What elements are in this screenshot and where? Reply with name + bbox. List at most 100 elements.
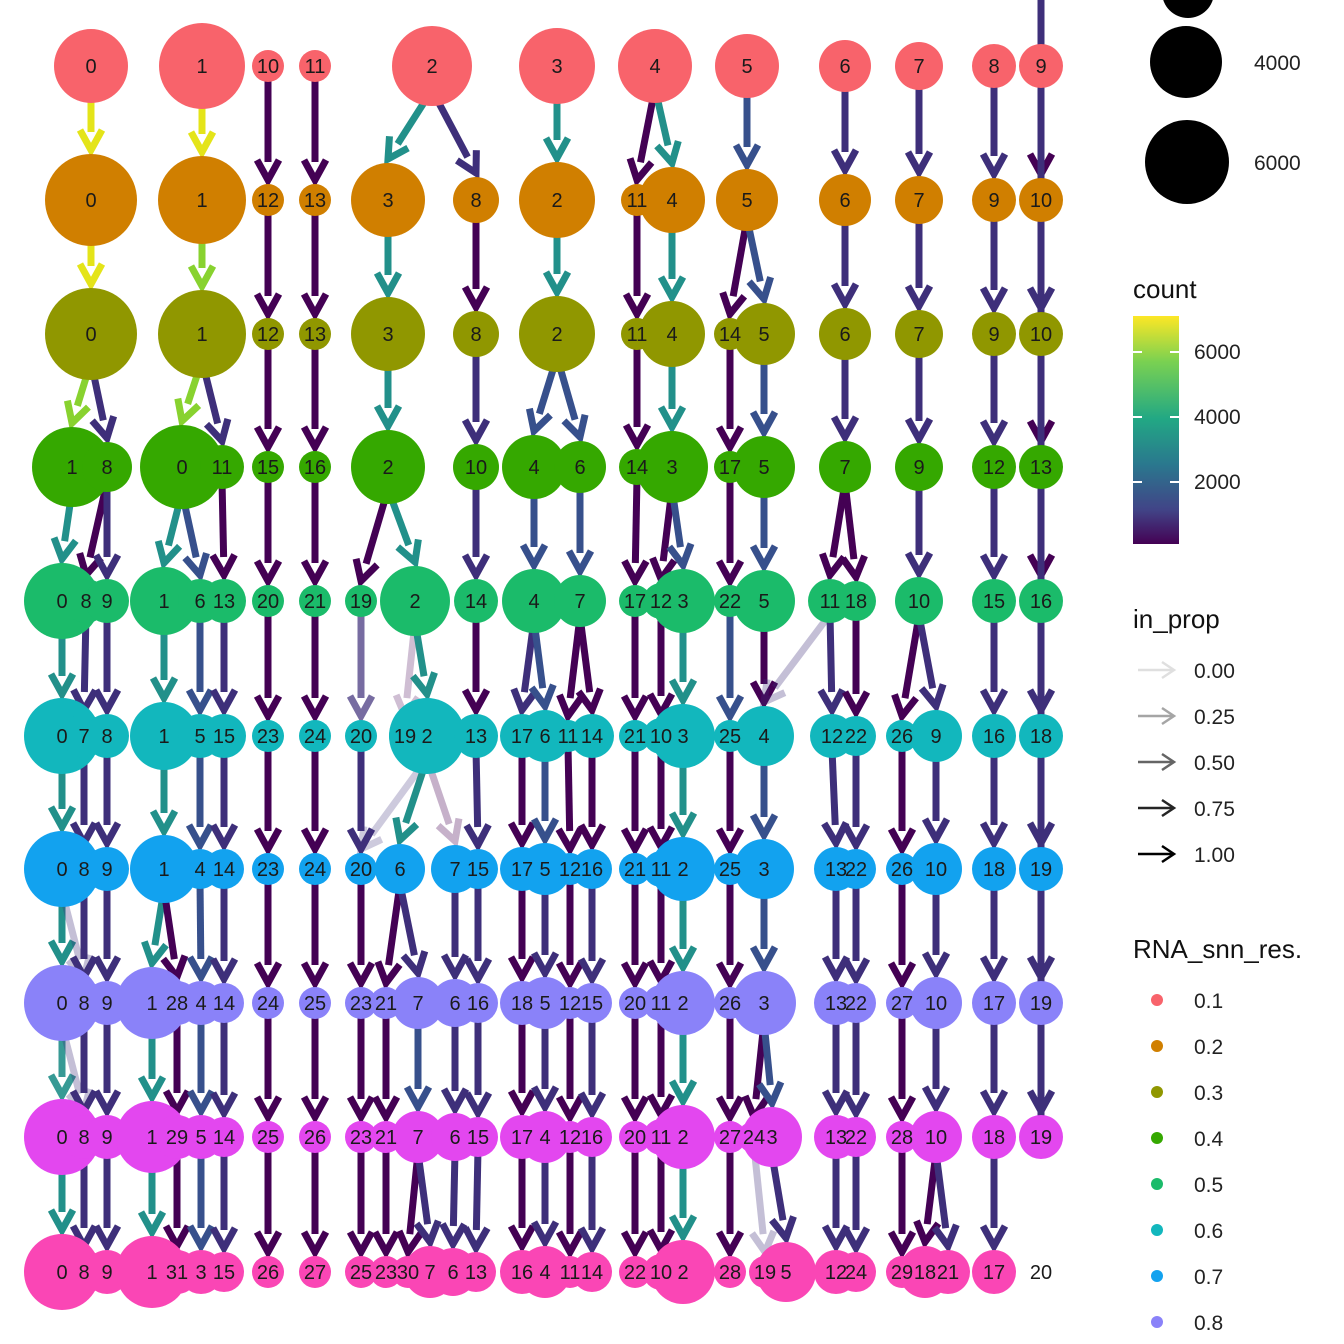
cluster-label: 18 bbox=[914, 1262, 936, 1284]
cluster-label: 15 bbox=[467, 859, 489, 881]
cluster-node bbox=[742, 1107, 802, 1167]
node-layer: 0 1 10 11 2 3 4 5 6 7 8 90 1 12 13 3 8 2 11 4 5 6 7 9 100 1 12 13 3 8… bbox=[24, 23, 1063, 1310]
cluster-node bbox=[351, 297, 425, 371]
edge-4-7-head bbox=[300, 694, 330, 724]
edge-6-17-head bbox=[555, 961, 585, 991]
edge-4-21 bbox=[759, 612, 833, 708]
cluster-node bbox=[299, 50, 331, 82]
edge-8-7-head bbox=[253, 1230, 283, 1260]
cluster-label: 6 bbox=[449, 1127, 460, 1149]
edge-7-7-head bbox=[209, 1091, 239, 1121]
edge-7-17-head bbox=[555, 1095, 585, 1125]
cluster-label: 16 bbox=[1030, 591, 1052, 613]
cluster-node bbox=[519, 28, 595, 104]
in-prop-key-1.00 bbox=[1138, 844, 1177, 864]
edge-2-10-head bbox=[622, 423, 652, 453]
edge-5-17 bbox=[620, 745, 650, 857]
edge-5-24 bbox=[887, 745, 917, 857]
cluster-node bbox=[554, 575, 606, 627]
res-key-dot-0.2 bbox=[1151, 1040, 1163, 1052]
cluster-label: 21 bbox=[375, 993, 397, 1015]
cluster-node bbox=[972, 178, 1016, 222]
cluster-node bbox=[130, 567, 198, 635]
edge-6-24 bbox=[821, 882, 851, 985]
edge-7-8 bbox=[253, 1012, 283, 1125]
edge-2-5-head bbox=[300, 425, 330, 455]
edge-1-6-head bbox=[542, 270, 572, 300]
cluster-node bbox=[519, 1246, 571, 1298]
cluster-node bbox=[1019, 178, 1063, 222]
edge-3-5-head bbox=[209, 553, 238, 583]
edge-5-25 bbox=[921, 751, 951, 847]
edge-8-5 bbox=[186, 1150, 216, 1254]
edge-3-19 bbox=[839, 482, 868, 585]
edge-7-13 bbox=[440, 1017, 470, 1117]
edge-7-7 bbox=[209, 1015, 239, 1121]
edge-0-12 bbox=[979, 79, 1009, 182]
cluster-node bbox=[714, 1121, 746, 1153]
cluster-label: 18 bbox=[1030, 726, 1052, 748]
edge-6-22-head bbox=[715, 961, 745, 991]
cluster-label: 8 bbox=[470, 190, 481, 212]
edge-4-6-head bbox=[253, 694, 283, 724]
edge-1-9 bbox=[719, 217, 751, 322]
edge-8-9-head bbox=[346, 1230, 376, 1260]
edge-5-9-head bbox=[356, 825, 384, 855]
edge-6-14 bbox=[463, 881, 493, 987]
edge-8-15-head bbox=[507, 1224, 537, 1254]
cluster-label: 5 bbox=[758, 457, 769, 479]
cluster-node bbox=[636, 431, 708, 503]
cluster-label: 5 bbox=[741, 56, 752, 78]
edge-2-12 bbox=[715, 343, 745, 455]
cluster-node bbox=[158, 290, 246, 378]
edge-6-14-head bbox=[463, 957, 493, 987]
cluster-label: 22 bbox=[845, 1127, 867, 1149]
cluster-label: 4 bbox=[666, 190, 677, 212]
edge-8-5-head bbox=[186, 1224, 216, 1254]
edge-5-3-head bbox=[149, 809, 179, 839]
cluster-label: 10 bbox=[257, 56, 279, 78]
cluster-label: 20 bbox=[350, 859, 372, 881]
cluster-node bbox=[453, 444, 499, 490]
edge-6-13 bbox=[440, 883, 470, 983]
cluster-label: 25 bbox=[257, 1127, 279, 1149]
edge-0-9-head bbox=[732, 143, 762, 173]
edge-7-13-head bbox=[440, 1087, 470, 1117]
cluster-node bbox=[734, 839, 794, 899]
edge-8-22 bbox=[715, 1146, 745, 1260]
edge-1-11 bbox=[830, 215, 860, 312]
cluster-node bbox=[130, 835, 198, 903]
edge-8-13 bbox=[439, 1151, 468, 1252]
edge-7-10 bbox=[346, 1012, 376, 1125]
edge-5-5-head bbox=[209, 823, 239, 853]
cluster-node bbox=[392, 977, 444, 1029]
cluster-label: 4 bbox=[539, 1262, 550, 1284]
cluster-label: 4 bbox=[528, 591, 539, 613]
edge-7-4-head bbox=[137, 1075, 167, 1105]
edge-6-4-head bbox=[141, 940, 169, 971]
cluster-label: 9 bbox=[913, 457, 924, 479]
cluster-label: 6 bbox=[194, 591, 205, 613]
edge-5-13-head bbox=[507, 821, 537, 851]
cluster-label: 9 bbox=[101, 591, 112, 613]
edge-0-11-head bbox=[904, 150, 934, 180]
edge-1-3 bbox=[300, 209, 330, 322]
res-key-dot-0.8 bbox=[1151, 1316, 1163, 1328]
edge-2-6-head bbox=[373, 404, 403, 434]
cluster-label: 3 bbox=[766, 1127, 777, 1149]
edge-5-7-head bbox=[300, 827, 330, 857]
cluster-label: 11 bbox=[627, 190, 648, 212]
cluster-label: 27 bbox=[304, 1262, 326, 1284]
level-res-0.4: 1 8 0 11 15 16 2 10 4 6 14 3 17 5 7 9 12 13 bbox=[32, 425, 1063, 509]
cluster-node bbox=[519, 1111, 571, 1163]
edge-4-22-shaft bbox=[826, 614, 836, 693]
cluster-label: 26 bbox=[891, 726, 913, 748]
cluster-label: 6 bbox=[539, 726, 550, 748]
cluster-label: 19 bbox=[394, 726, 416, 748]
cluster-node bbox=[456, 1252, 496, 1292]
edge-1-8-head bbox=[657, 275, 687, 305]
cluster-label: 3 bbox=[195, 1262, 206, 1284]
cluster-node bbox=[972, 44, 1016, 88]
edge-7-11-head bbox=[371, 1095, 401, 1125]
cluster-node bbox=[299, 184, 331, 216]
